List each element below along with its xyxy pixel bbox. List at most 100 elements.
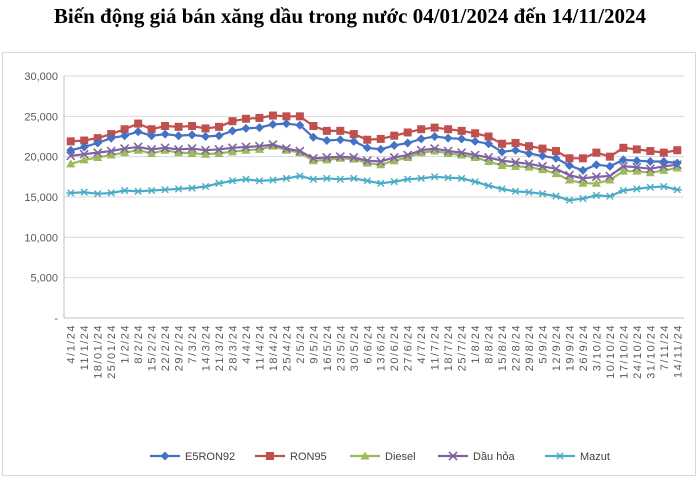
data-point [201, 124, 210, 133]
data-point [309, 122, 318, 131]
data-point [443, 173, 453, 182]
legend-label: Diesel [385, 451, 416, 463]
data-point [133, 142, 143, 152]
data-point [444, 125, 453, 134]
data-point [470, 136, 480, 146]
x-tick-label: 15/8/24 [497, 324, 509, 371]
data-point [525, 142, 533, 151]
data-point [201, 182, 211, 191]
x-tick-label: 29/8/24 [524, 324, 536, 371]
data-point [443, 133, 453, 143]
data-point [106, 146, 116, 156]
data-point [147, 131, 157, 141]
data-point [295, 172, 305, 180]
data-point [134, 119, 143, 128]
data-point [336, 126, 345, 135]
data-point [564, 170, 575, 180]
series-ron95 [66, 111, 682, 163]
data-point [281, 174, 291, 183]
data-point [187, 184, 197, 192]
data-point [430, 146, 440, 155]
data-point [497, 147, 507, 157]
x-tick-label: 11/1/24 [79, 324, 91, 370]
data-point [470, 177, 480, 186]
data-point [389, 156, 399, 165]
data-point [632, 162, 642, 172]
x-tick-label: 8/2/24 [133, 324, 145, 364]
data-point [619, 143, 628, 152]
data-point [215, 122, 223, 131]
y-tick-label: 30,000 [24, 71, 58, 83]
data-point [147, 125, 156, 134]
data-point [551, 192, 561, 200]
data-point [537, 151, 547, 161]
data-point [349, 152, 359, 163]
data-point [591, 160, 601, 170]
legend-label: Dầu hỏa [473, 451, 515, 463]
data-point [376, 156, 386, 167]
data-point [160, 145, 170, 154]
legend-marker [160, 451, 170, 461]
data-point [537, 190, 547, 198]
x-tick-label: 2/5/24 [295, 324, 307, 364]
data-point [308, 153, 318, 163]
data-point [120, 131, 130, 141]
data-point [538, 144, 547, 153]
data-point [591, 172, 601, 182]
data-point [227, 126, 237, 136]
legend-marker [555, 452, 565, 460]
data-point [591, 178, 601, 187]
data-point [254, 123, 264, 133]
data-point [187, 130, 197, 140]
data-point [605, 171, 615, 181]
data-point [618, 155, 628, 165]
data-point [403, 138, 413, 148]
data-point [578, 173, 588, 184]
data-point [268, 111, 277, 120]
series-line [70, 174, 678, 202]
x-tick-label: 11/4/24 [254, 324, 266, 370]
data-point [187, 144, 197, 154]
x-tick-label: 9/5/24 [308, 324, 320, 364]
series-line [70, 114, 678, 160]
data-point [295, 120, 305, 130]
data-point [241, 114, 250, 123]
data-point [376, 144, 386, 154]
data-point [403, 128, 412, 137]
x-tick-label: 1/2/24 [120, 324, 132, 364]
data-point [79, 155, 89, 164]
data-point [335, 175, 345, 183]
data-point [511, 187, 521, 196]
data-point [672, 158, 682, 168]
legend-item: Mazut [545, 451, 610, 463]
data-point [147, 148, 157, 157]
legend-marker [448, 451, 458, 461]
series-mazut [66, 172, 682, 204]
y-tick-label: 10,000 [24, 232, 58, 244]
data-point [227, 143, 238, 153]
data-point [66, 159, 76, 168]
data-point [241, 145, 251, 154]
x-tick-label: 1/8/24 [470, 324, 482, 364]
data-point [349, 174, 359, 183]
data-point [457, 150, 467, 159]
data-point [498, 139, 507, 148]
data-point [403, 152, 413, 161]
data-point [120, 144, 130, 154]
data-point [471, 129, 480, 138]
data-point [605, 161, 615, 171]
data-point [308, 132, 318, 142]
data-point [430, 123, 439, 132]
x-tick-label: 6/6/24 [362, 324, 374, 364]
x-tick-label: 18/01/24 [93, 324, 105, 379]
data-point [228, 117, 237, 126]
data-point [322, 155, 332, 164]
x-tick-label: 22/8/24 [511, 324, 523, 371]
data-point [160, 186, 170, 194]
data-point [241, 123, 251, 133]
data-point [254, 144, 264, 153]
data-point [282, 112, 291, 121]
data-point [308, 175, 318, 183]
data-point [416, 174, 426, 183]
data-point [120, 186, 130, 195]
